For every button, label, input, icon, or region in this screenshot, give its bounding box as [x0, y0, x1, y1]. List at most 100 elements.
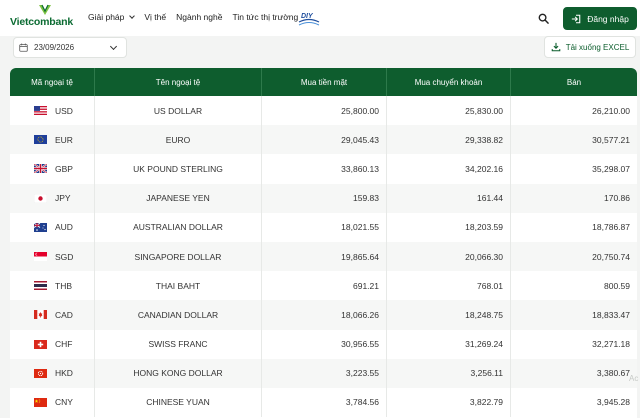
cash-buy-rate: 159.83: [262, 183, 387, 213]
sell-rate: 32,271.18: [592, 339, 630, 350]
table-row: JPY JAPANESE YEN 159.83 161.44 170.86: [10, 183, 637, 213]
sell-rate: 3,945.28: [596, 397, 630, 408]
nav-item-tin-tuc[interactable]: Tin tức thị trường: [232, 12, 298, 22]
table-row: CAD CANADIAN DOLLAR 18,066.26 18,248.75 …: [10, 300, 637, 330]
currency-name: AUSTRALIAN DOLLAR: [95, 212, 262, 242]
search-icon: [538, 13, 549, 24]
login-icon: [572, 14, 581, 23]
currency-name: EURO: [95, 125, 262, 155]
currency-name: CHINESE YUAN: [95, 387, 262, 418]
transfer-buy-rate: 18,248.75: [387, 300, 511, 330]
ca-flag-icon: [34, 310, 47, 320]
logo-mark-icon: [39, 4, 51, 15]
cash-buy-rate: 18,021.55: [262, 212, 387, 242]
currency-code: CHF: [55, 339, 73, 350]
cash-buy-rate: 29,045.43: [262, 125, 387, 155]
logo-text: Vietcombank: [10, 16, 73, 28]
date-picker[interactable]: 23/09/2026: [13, 37, 127, 58]
currency-code: EUR: [55, 134, 73, 145]
download-excel-button[interactable]: Tải xuống EXCEL: [544, 36, 636, 58]
currency-name: CANADIAN DOLLAR: [95, 300, 262, 330]
diy-badge-icon[interactable]: DIY: [298, 10, 320, 28]
currency-name: THAI BAHT: [95, 271, 262, 301]
sell-rate: 30,577.21: [592, 134, 630, 145]
nav-item-vi-the[interactable]: Vị thế: [144, 12, 166, 22]
table-row: EUR EURO 29,045.43 29,338.82 30,577.21: [10, 125, 637, 155]
currency-code: SGD: [55, 251, 74, 262]
table-row: CNY CHINESE YUAN 3,784.56 3,822.79 3,945…: [10, 387, 637, 418]
transfer-buy-rate: 31,269.24: [387, 329, 511, 359]
currency-code: HKD: [55, 368, 73, 379]
column-header-code: Mã ngoại tệ: [10, 68, 95, 96]
diy-badge-text: DIY: [301, 13, 314, 20]
sg-flag-icon: [34, 252, 47, 262]
jp-flag-icon: [34, 193, 47, 203]
cash-buy-rate: 18,066.26: [262, 300, 387, 330]
transfer-buy-rate: 20,066.30: [387, 241, 511, 272]
column-header-cash-buy: Mua tiền mặt: [262, 68, 387, 96]
sell-rate: 170.86: [604, 193, 630, 204]
sell-rate: 20,750.74: [592, 251, 630, 262]
nav-item-label: Giải pháp: [88, 12, 125, 22]
transfer-buy-rate: 3,256.11: [387, 358, 511, 388]
table-header: Mã ngoại tệ Tên ngoại tệ Mua tiền mặt Mu…: [10, 68, 637, 96]
currency-code: CNY: [55, 397, 73, 408]
currency-name: SINGAPORE DOLLAR: [95, 241, 262, 272]
search-button[interactable]: [532, 8, 554, 28]
au-flag-icon: [34, 222, 47, 232]
calendar-icon: [19, 43, 28, 52]
table-row: GBP UK POUND STERLING 33,860.13 34,202.1…: [10, 154, 637, 184]
hk-flag-icon: [34, 368, 47, 378]
currency-code: CAD: [55, 309, 73, 320]
currency-code: JPY: [55, 193, 71, 204]
column-header-name: Tên ngoại tệ: [95, 68, 262, 96]
transfer-buy-rate: 18,203.59: [387, 212, 511, 242]
cn-flag-icon: [34, 397, 47, 407]
th-flag-icon: [34, 281, 47, 291]
transfer-buy-rate: 768.01: [387, 271, 511, 301]
currency-name: HONG KONG DOLLAR: [95, 358, 262, 388]
exchange-rate-table: Mã ngoại tệ Tên ngoại tệ Mua tiền mặt Mu…: [10, 68, 637, 418]
currency-code: USD: [55, 105, 73, 116]
nav-item-label: Vị thế: [144, 12, 167, 22]
cash-buy-rate: 691.21: [262, 271, 387, 301]
cash-buy-rate: 19,865.64: [262, 241, 387, 272]
watermark-text: Ac: [629, 374, 639, 383]
chevron-down-icon: [109, 42, 118, 51]
top-header: Vietcombank Giải pháp Vị thế Ngành nghề …: [0, 0, 640, 36]
login-button[interactable]: Đăng nhập: [563, 7, 637, 30]
currency-code: AUD: [55, 222, 73, 233]
sell-rate: 35,298.07: [592, 163, 630, 174]
sell-rate: 800.59: [604, 280, 630, 291]
table-row: SGD SINGAPORE DOLLAR 19,865.64 20,066.30…: [10, 241, 637, 272]
currency-name: UK POUND STERLING: [95, 154, 262, 184]
table-row: THB THAI BAHT 691.21 768.01 800.59: [10, 271, 637, 301]
eu-flag-icon: [34, 135, 47, 145]
nav-item-label: Tin tức thị trường: [232, 12, 299, 22]
sell-rate: 18,833.47: [592, 309, 630, 320]
cash-buy-rate: 3,223.55: [262, 358, 387, 388]
main-nav: Giải pháp Vị thế Ngành nghề Tin tức thị …: [88, 12, 308, 22]
table-row: USD US DOLLAR 25,800.00 25,830.00 26,210…: [10, 96, 637, 126]
transfer-buy-rate: 161.44: [387, 183, 511, 213]
cash-buy-rate: 3,784.56: [262, 387, 387, 418]
nav-item-nganh-nghe[interactable]: Ngành nghề: [176, 12, 222, 22]
table-row: CHF SWISS FRANC 30,956.55 31,269.24 32,2…: [10, 329, 637, 359]
sell-rate: 18,786.87: [592, 222, 630, 233]
table-row: HKD HONG KONG DOLLAR 3,223.55 3,256.11 3…: [10, 358, 637, 388]
transfer-buy-rate: 34,202.16: [387, 154, 511, 184]
nav-item-label: Ngành nghề: [176, 12, 223, 22]
download-excel-label: Tải xuống EXCEL: [565, 42, 630, 52]
currency-code: GBP: [55, 163, 73, 174]
nav-item-giai-phap[interactable]: Giải pháp: [88, 12, 136, 22]
gb-flag-icon: [34, 164, 47, 174]
ch-flag-icon: [34, 339, 47, 349]
cash-buy-rate: 33,860.13: [262, 154, 387, 184]
us-flag-icon: [34, 106, 47, 116]
transfer-buy-rate: 3,822.79: [387, 387, 511, 418]
chevron-down-icon: [129, 12, 136, 19]
table-row: AUD AUSTRALIAN DOLLAR 18,021.55 18,203.5…: [10, 212, 637, 242]
vietcombank-logo[interactable]: Vietcombank: [10, 4, 80, 32]
currency-name: US DOLLAR: [95, 96, 262, 126]
currency-name: SWISS FRANC: [95, 329, 262, 359]
